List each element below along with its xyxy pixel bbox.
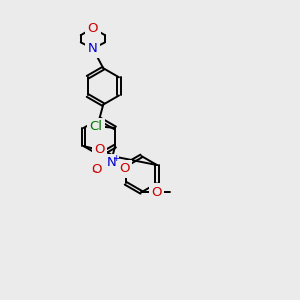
Text: +: + [112,154,120,163]
Text: O: O [94,143,105,156]
Text: ⁻: ⁻ [91,170,97,180]
Text: O: O [92,163,102,176]
Text: O: O [88,22,98,34]
Text: N: N [88,42,98,55]
Text: O: O [151,186,162,199]
Text: N: N [106,157,116,169]
Text: O: O [119,162,130,175]
Text: Cl: Cl [89,120,102,133]
